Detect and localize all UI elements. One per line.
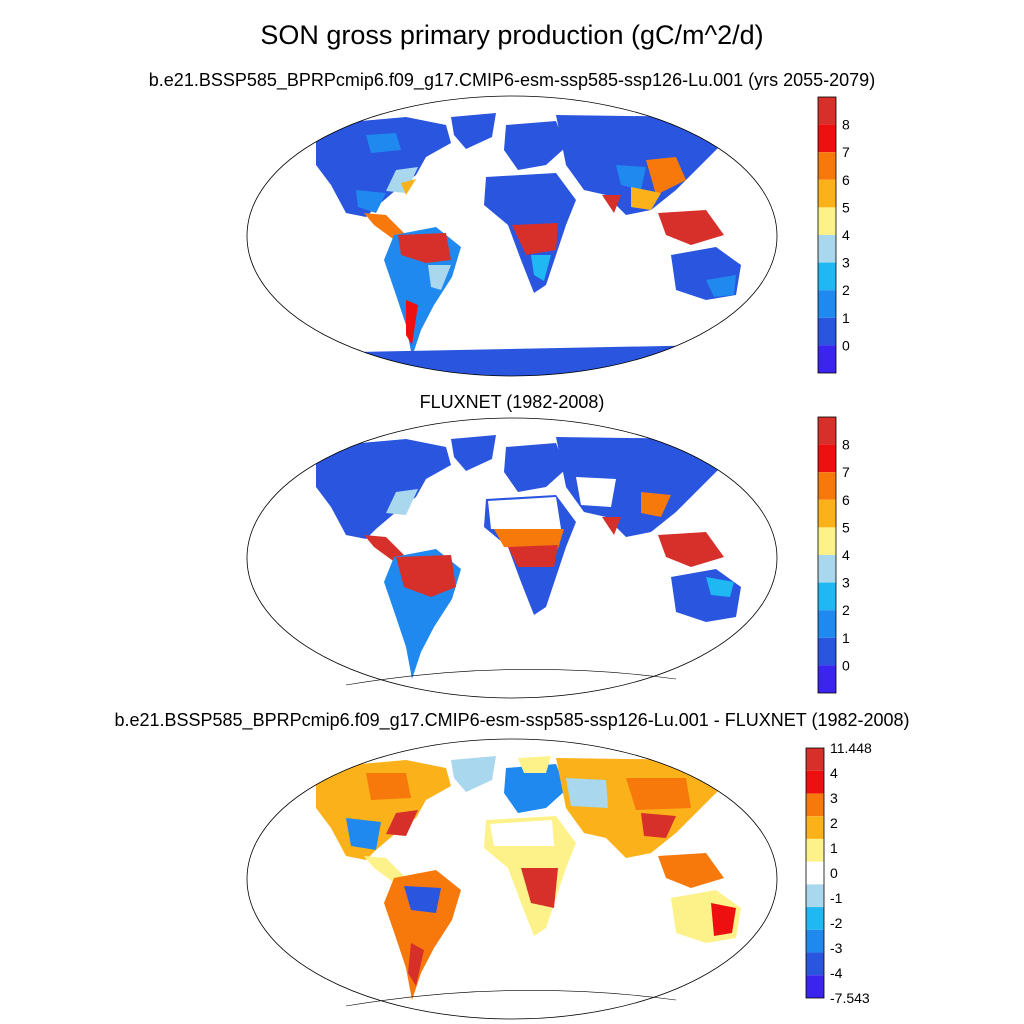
colorbar-tick-label: 5 [842,519,850,535]
colorbar-tick-label: 3 [842,255,850,271]
greenland [451,113,496,149]
colorbar-tick-label: 1 [830,840,838,856]
colorbar-swatch [818,152,836,180]
europe [504,443,566,492]
colorbar-tick-label: 0 [842,337,850,353]
colorbar-tick-label: -3 [830,940,843,956]
colorbar-tick-label: -4 [830,965,843,981]
colorbar-tick-label: 0 [830,865,838,881]
europe [504,121,566,170]
colorbar-swatch [818,610,836,638]
colorbar-tick-label: 1 [842,310,850,326]
colorbar-tick-label: 7 [842,144,850,160]
colorbar-swatch [806,929,824,953]
colorbar-swatch [806,884,824,908]
greenland [451,435,496,471]
colorbar-swatch [806,907,824,930]
page-title: SON gross primary production (gC/m^2/d) [260,20,764,50]
asia [556,115,721,215]
colorbar-swatch [818,97,836,125]
central-america [364,213,406,241]
colorbar-tick-label: 6 [842,172,850,188]
north-america [316,117,451,217]
panel-3-title: b.e21.BSSP585_BPRPcmip6.f09_g17.CMIP6-es… [114,710,910,730]
colorbar-swatch [806,861,824,885]
colorbar-tick-label: 8 [842,437,850,453]
colorbar-swatch [818,665,836,693]
colorbar-tick-label: 7 [842,464,850,480]
colorbar-tick-label: 6 [842,492,850,508]
colorbar-swatch [806,975,824,998]
colorbar-swatch [806,793,824,817]
colorbar-tick-label: 2 [842,602,850,618]
colorbar-tick-label: 11.448 [830,740,872,756]
colorbar-swatch [818,444,836,473]
panel-1-title: b.e21.BSSP585_BPRPcmip6.f09_g17.CMIP6-es… [148,70,876,90]
colorbar-tick-label: 0 [842,657,850,673]
colorbar-tick-label: 5 [842,199,850,215]
colorbar-swatch [818,527,836,555]
colorbar-tick-label: 4 [842,227,850,243]
colorbar-swatch [818,179,836,208]
antarctica-outline [345,669,677,686]
panel-2-map [246,417,778,699]
panel-2-colorbar: 8 7 6 5 4 3 2 1 0 [817,416,850,694]
colorbar-swatch [818,555,836,583]
colorbar-tick-label: 1 [842,630,850,646]
colorbar-swatch [818,124,836,153]
colorbar-swatch [818,262,836,291]
colorbar-tick-label: -1 [830,890,843,906]
panel-1-map [246,95,778,377]
colorbar-tick-label: 4 [830,765,838,781]
north-america [316,439,451,539]
colorbar-swatch [806,770,824,794]
colorbar-swatch [818,472,836,500]
colorbar-swatch [806,748,824,771]
colorbar-swatch [818,582,836,611]
colorbar-swatch [818,499,836,528]
colorbar-swatch [818,637,836,666]
panel-1-colorbar: 8 7 6 5 4 3 2 1 0 [817,96,850,374]
colorbar-swatch [806,816,824,839]
antarctica [247,345,777,376]
europe [504,764,566,813]
colorbar-frame [805,747,825,999]
colorbar-tick-label: 8 [842,117,850,133]
colorbar-swatch [818,317,836,346]
colorbar-frame [817,96,837,374]
antarctica-outline [345,990,677,1007]
panel-3-map [246,738,778,1020]
maritime-southeast-asia [658,532,724,567]
maritime-southeast-asia [658,853,724,888]
south-america [384,870,461,1000]
colorbar-swatch [818,417,836,445]
colorbar-tick-label: -2 [830,915,843,931]
colorbar-tick-label: 2 [830,815,838,831]
colorbar-swatch [818,290,836,318]
colorbar-tick-label: 2 [842,282,850,298]
panel-3-colorbar: 11.448 4 3 2 1 0 -1 -2 -3 -4 -7.543 [805,740,872,1006]
colorbar-swatch [818,235,836,263]
asia [556,437,721,537]
colorbar-tick-label: -7.543 [830,990,870,1006]
colorbar-swatch [818,345,836,373]
colorbar-tick-label: 3 [842,575,850,591]
panel-2-title: FLUXNET (1982-2008) [419,392,605,412]
greenland [451,756,496,792]
maritime-southeast-asia [658,210,724,245]
australia [671,569,741,622]
colorbar-frame [817,416,837,694]
colorbar-swatch [806,838,824,862]
colorbar-tick-label: 3 [830,790,838,806]
colorbar-swatch [818,207,836,235]
colorbar-swatch [806,952,824,976]
colorbar-tick-label: 4 [842,547,850,563]
